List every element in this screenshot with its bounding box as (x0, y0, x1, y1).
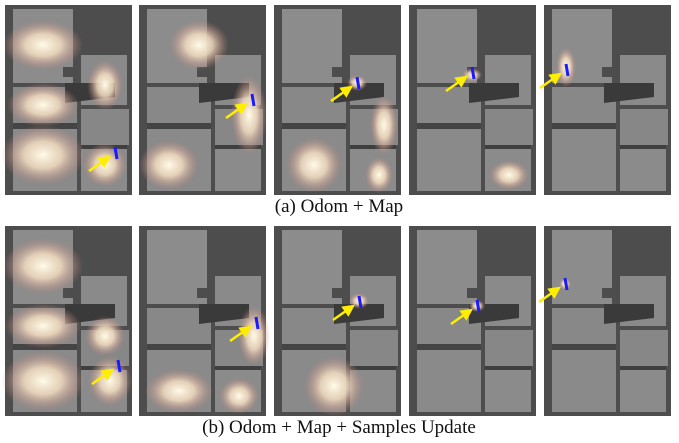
map-panel (274, 226, 401, 416)
robot-pose (256, 317, 258, 329)
map-panel (409, 226, 536, 416)
heatmap (238, 306, 270, 366)
heatmap (286, 137, 342, 193)
floor-map (544, 5, 671, 195)
heatmap (219, 378, 259, 414)
robot-pose (359, 296, 361, 308)
map-panel (1, 226, 132, 416)
floor-map (409, 226, 536, 416)
map-panel (409, 5, 536, 195)
heatmap (87, 60, 123, 110)
robot-pose (118, 360, 120, 372)
robot-pose (477, 300, 479, 312)
map-panel (1, 5, 132, 195)
heatmap (145, 369, 213, 413)
robot-pose (115, 147, 117, 159)
heatmap (3, 20, 83, 70)
floor-map (544, 226, 671, 416)
robot-pose (566, 64, 568, 76)
heatmap (489, 160, 529, 190)
heatmap (139, 140, 199, 190)
heatmap (169, 20, 229, 70)
figure: (a) Odom + Map (b) Odom + Map + Samples … (0, 0, 679, 443)
robot-pose (357, 77, 359, 89)
heatmap (231, 75, 267, 155)
map-panel (139, 226, 270, 416)
heatmap (370, 95, 398, 155)
heatmap (1, 125, 85, 185)
caption: (b) Odom + Map + Samples Update (202, 417, 476, 438)
map-panel (539, 226, 671, 416)
heatmap (1, 351, 85, 411)
heatmap (3, 238, 83, 294)
heatmap (83, 143, 127, 187)
heatmap (7, 83, 79, 127)
heatmap (85, 316, 125, 356)
heatmap (5, 304, 81, 348)
heatmap (365, 157, 393, 193)
map-panel (540, 5, 671, 195)
map-panel (139, 5, 267, 195)
robot-pose (565, 278, 567, 290)
map-panel (274, 5, 401, 195)
robot-pose (252, 94, 254, 106)
heatmap (304, 356, 364, 416)
caption: (a) Odom + Map (275, 196, 403, 217)
robot-pose (472, 67, 474, 79)
